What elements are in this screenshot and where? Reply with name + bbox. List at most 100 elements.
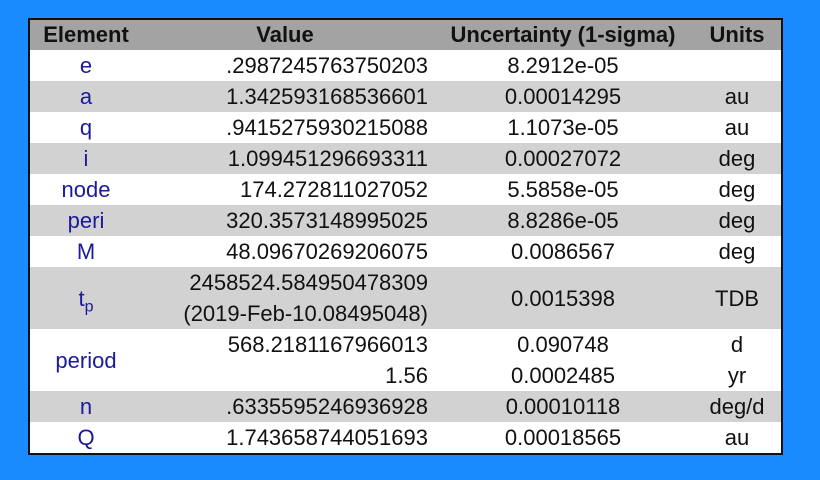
uncertainty-text: 0.00014295 <box>504 84 622 109</box>
element-name: e <box>79 53 93 78</box>
units-text: deg <box>718 146 756 171</box>
table-row: a 1.342593168536601 0.00014295 au <box>30 81 781 112</box>
header-cell: Value <box>256 22 314 47</box>
uncertainty-cell: 5.5858e-05 <box>433 174 693 205</box>
uncertainty-text: 0.00018565 <box>504 425 622 450</box>
element-sub: p <box>84 297 94 315</box>
uncertainty-cell: 0.00010118 <box>433 391 693 422</box>
uncertainty-text: 0.0015398 <box>511 285 615 311</box>
table-row: period 568.2181167966013 1.56 0.090748 0.000… <box>30 329 781 391</box>
uncertainty-cell: 1.1073e-05 <box>433 112 693 143</box>
uncertainty-cell: 0.00018565 <box>433 422 693 453</box>
value-text: (2019-Feb-10.08495048) <box>183 301 428 326</box>
uncertainty-text: 0.0002485 <box>511 363 615 388</box>
header-cell: Units <box>709 22 765 47</box>
element-cell: n <box>30 391 142 422</box>
units-cell: TDB <box>693 267 781 329</box>
uncertainty-cell: 0.00014295 <box>433 81 693 112</box>
value-cell: .9415275930215088 <box>142 112 433 143</box>
uncertainty-text: 0.00010118 <box>505 394 621 419</box>
element-cell: i <box>30 143 142 174</box>
element-name: tp <box>78 283 94 315</box>
uncertainty-text: 0.0086567 <box>511 239 615 264</box>
units-cell: au <box>693 422 781 453</box>
units-text: deg/d <box>709 394 765 419</box>
element-name: M <box>76 239 96 264</box>
units-text: d <box>730 332 744 357</box>
element-name: q <box>79 115 93 140</box>
table-row: n .6335595246936928 0.00010118 deg/d <box>30 391 781 422</box>
value-text: .2987245763750203 <box>226 53 428 78</box>
element-base: t <box>78 285 85 311</box>
element-cell: peri <box>30 205 142 236</box>
units-cell: au <box>693 81 781 112</box>
element-name: a <box>79 84 93 109</box>
uncertainty-cell: 0.0015398 <box>433 267 693 329</box>
table-row: M 48.09670269206075 0.0086567 deg <box>30 236 781 267</box>
uncertainty-text: 8.8286e-05 <box>507 208 619 233</box>
uncertainty-cell: 0.0086567 <box>433 236 693 267</box>
value-cell: 48.09670269206075 <box>142 236 433 267</box>
value-cell: 2458524.584950478309 (2019-Feb-10.0849504… <box>142 267 433 329</box>
value-cell: .6335595246936928 <box>142 391 433 422</box>
units-text: deg <box>718 239 756 264</box>
element-cell: tp <box>30 267 142 329</box>
value-text: 1.56 <box>385 363 428 388</box>
table-row: i 1.099451296693311 0.00027072 deg <box>30 143 781 174</box>
units-cell: deg <box>693 236 781 267</box>
uncertainty-cell: 0.090748 0.0002485 <box>433 329 693 391</box>
units-text: au <box>724 425 750 450</box>
uncertainty-text: 1.1073e-05 <box>507 115 619 140</box>
units-text: TDB <box>715 285 759 311</box>
units-cell: deg/d <box>693 391 781 422</box>
orbit-table: Element Value Uncertainty (1-sigma) Unit… <box>28 18 783 455</box>
value-text: 320.3573148995025 <box>226 208 428 233</box>
uncertainty-text: 0.090748 <box>517 332 609 357</box>
uncertainty-text: 5.5858e-05 <box>507 177 619 202</box>
table-row: Q 1.743658744051693 0.00018565 au <box>30 422 781 453</box>
element-name: node <box>61 177 111 202</box>
units-cell: au <box>693 112 781 143</box>
element-cell: q <box>30 112 142 143</box>
units-text: au <box>724 84 750 109</box>
element-name: n <box>79 394 93 419</box>
value-text: .6335595246936928 <box>226 394 428 419</box>
uncertainty-text: 8.2912e-05 <box>507 53 619 78</box>
value-text: 568.2181167966013 <box>227 332 428 357</box>
value-cell: 174.272811027052 <box>142 174 433 205</box>
uncertainty-cell: 8.8286e-05 <box>433 205 693 236</box>
element-cell: a <box>30 81 142 112</box>
value-text: 2458524.584950478309 <box>189 270 428 295</box>
uncertainty-cell: 0.00027072 <box>433 143 693 174</box>
value-text: 1.743658744051693 <box>226 425 428 450</box>
table-row: e .2987245763750203 8.2912e-05 <box>30 50 781 81</box>
header-cell: Element <box>43 22 129 47</box>
element-name: Q <box>77 425 95 450</box>
value-text: 1.099451296693311 <box>227 146 428 171</box>
table-row: q .9415275930215088 1.1073e-05 au <box>30 112 781 143</box>
value-text: 174.272811027052 <box>239 177 428 202</box>
uncertainty-text: 0.00027072 <box>504 146 622 171</box>
units-cell <box>693 50 781 81</box>
units-cell: deg <box>693 205 781 236</box>
table-row: tp 2458524.584950478309 (2019-Feb-10.08495… <box>30 267 781 329</box>
value-text: 48.09670269206075 <box>226 239 428 264</box>
value-text: 1.342593168536601 <box>226 84 428 109</box>
element-cell: node <box>30 174 142 205</box>
element-cell: Q <box>30 422 142 453</box>
header-row: Element Value Uncertainty (1-sigma) Unit… <box>30 20 781 50</box>
units-text: deg <box>718 208 756 233</box>
value-cell: 1.099451296693311 <box>142 143 433 174</box>
value-cell: 320.3573148995025 <box>142 205 433 236</box>
value-cell: .2987245763750203 <box>142 50 433 81</box>
element-name: i <box>83 146 89 171</box>
element-name: peri <box>67 208 105 233</box>
element-name: period <box>55 347 117 373</box>
element-cell: period <box>30 329 142 391</box>
units-text: yr <box>727 363 747 388</box>
uncertainty-cell: 8.2912e-05 <box>433 50 693 81</box>
table-row: node 174.272811027052 5.5858e-05 deg <box>30 174 781 205</box>
units-cell: d yr <box>693 329 781 391</box>
element-cell: e <box>30 50 142 81</box>
